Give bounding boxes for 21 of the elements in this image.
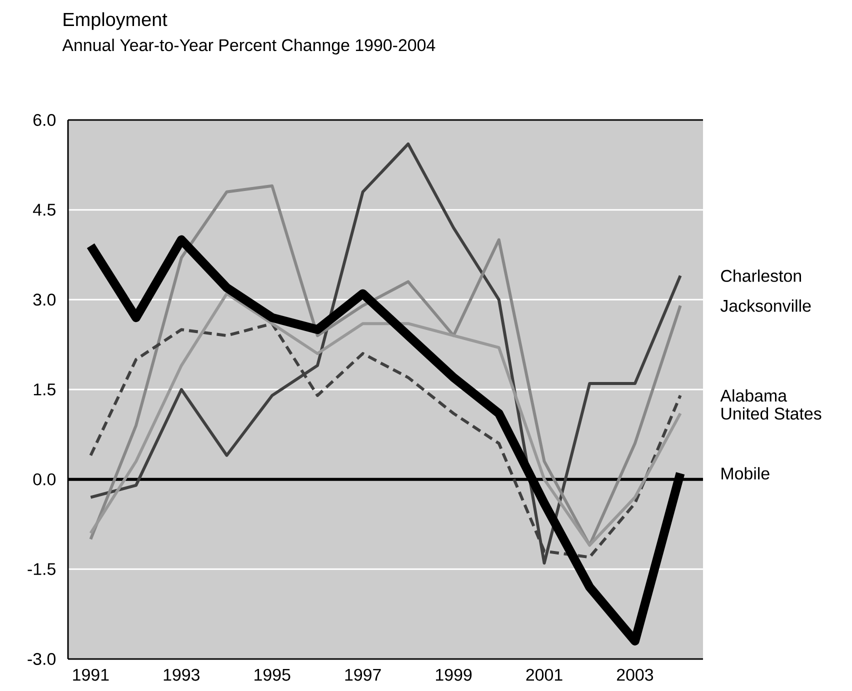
x-tick-label: 1991 bbox=[73, 668, 109, 681]
y-tick-label: 6.0 bbox=[33, 114, 56, 126]
text: United States bbox=[722, 407, 822, 420]
x-tick-label: 1993 bbox=[164, 668, 200, 681]
x-tick-label: 1997 bbox=[345, 668, 381, 681]
text: Jacksonville bbox=[720, 299, 811, 312]
y-tick-label: -1.5 bbox=[28, 563, 56, 576]
x-tick-label: 1995 bbox=[254, 668, 290, 681]
y-tick-label: 1.5 bbox=[34, 384, 56, 396]
y-tick-label: -3.0 bbox=[28, 652, 56, 665]
y-tick-label: 0.0 bbox=[33, 473, 56, 486]
y-tick-label: 3.0 bbox=[33, 294, 56, 306]
text: Charleston bbox=[721, 269, 801, 282]
x-tick-label: 2003 bbox=[616, 668, 654, 681]
x-tick-label: 2001 bbox=[526, 668, 562, 681]
text: Alabama bbox=[720, 389, 788, 402]
text: Mobile bbox=[722, 467, 770, 480]
y-tick-label: 4.5 bbox=[33, 204, 56, 216]
chart-subtitle: Annual Year-to-Year Percent Channge 1990-2004 bbox=[62, 38, 436, 55]
x-tick-label: 1999 bbox=[436, 668, 472, 681]
chart-title: Employment bbox=[64, 12, 168, 30]
